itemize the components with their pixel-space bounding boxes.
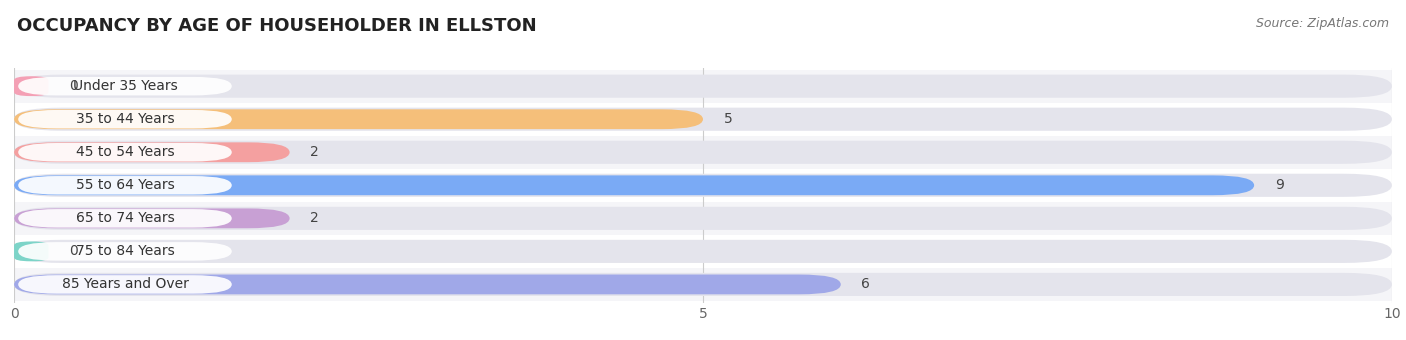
- FancyBboxPatch shape: [18, 242, 232, 261]
- Text: 5: 5: [724, 112, 733, 126]
- FancyBboxPatch shape: [18, 209, 232, 227]
- FancyBboxPatch shape: [14, 141, 1392, 164]
- FancyBboxPatch shape: [14, 274, 841, 294]
- Bar: [14, 169, 1392, 202]
- FancyBboxPatch shape: [14, 109, 703, 129]
- Bar: [14, 268, 1392, 301]
- FancyBboxPatch shape: [18, 110, 232, 129]
- FancyBboxPatch shape: [18, 77, 232, 96]
- Bar: [14, 70, 1392, 103]
- Bar: [14, 103, 1392, 136]
- FancyBboxPatch shape: [18, 143, 232, 161]
- Text: 85 Years and Over: 85 Years and Over: [62, 277, 188, 291]
- Text: 75 to 84 Years: 75 to 84 Years: [76, 244, 174, 258]
- Text: 2: 2: [311, 145, 319, 159]
- FancyBboxPatch shape: [14, 240, 1392, 263]
- Text: 2: 2: [311, 211, 319, 225]
- FancyBboxPatch shape: [14, 207, 1392, 230]
- Text: Under 35 Years: Under 35 Years: [73, 79, 177, 93]
- Bar: [14, 235, 1392, 268]
- FancyBboxPatch shape: [14, 273, 1392, 296]
- FancyBboxPatch shape: [14, 76, 48, 96]
- Text: 0: 0: [69, 79, 77, 93]
- FancyBboxPatch shape: [14, 108, 1392, 131]
- Bar: [14, 136, 1392, 169]
- Text: 9: 9: [1275, 178, 1284, 192]
- Text: Source: ZipAtlas.com: Source: ZipAtlas.com: [1256, 17, 1389, 30]
- FancyBboxPatch shape: [18, 176, 232, 194]
- Text: 55 to 64 Years: 55 to 64 Years: [76, 178, 174, 192]
- Text: 65 to 74 Years: 65 to 74 Years: [76, 211, 174, 225]
- FancyBboxPatch shape: [14, 175, 1254, 195]
- Text: 45 to 54 Years: 45 to 54 Years: [76, 145, 174, 159]
- Text: 35 to 44 Years: 35 to 44 Years: [76, 112, 174, 126]
- Text: OCCUPANCY BY AGE OF HOUSEHOLDER IN ELLSTON: OCCUPANCY BY AGE OF HOUSEHOLDER IN ELLST…: [17, 17, 537, 35]
- Bar: [14, 202, 1392, 235]
- FancyBboxPatch shape: [14, 142, 290, 162]
- FancyBboxPatch shape: [14, 241, 48, 261]
- Text: 6: 6: [862, 277, 870, 291]
- FancyBboxPatch shape: [14, 208, 290, 228]
- Text: 0: 0: [69, 244, 77, 258]
- FancyBboxPatch shape: [18, 275, 232, 294]
- FancyBboxPatch shape: [14, 174, 1392, 197]
- FancyBboxPatch shape: [14, 74, 1392, 98]
